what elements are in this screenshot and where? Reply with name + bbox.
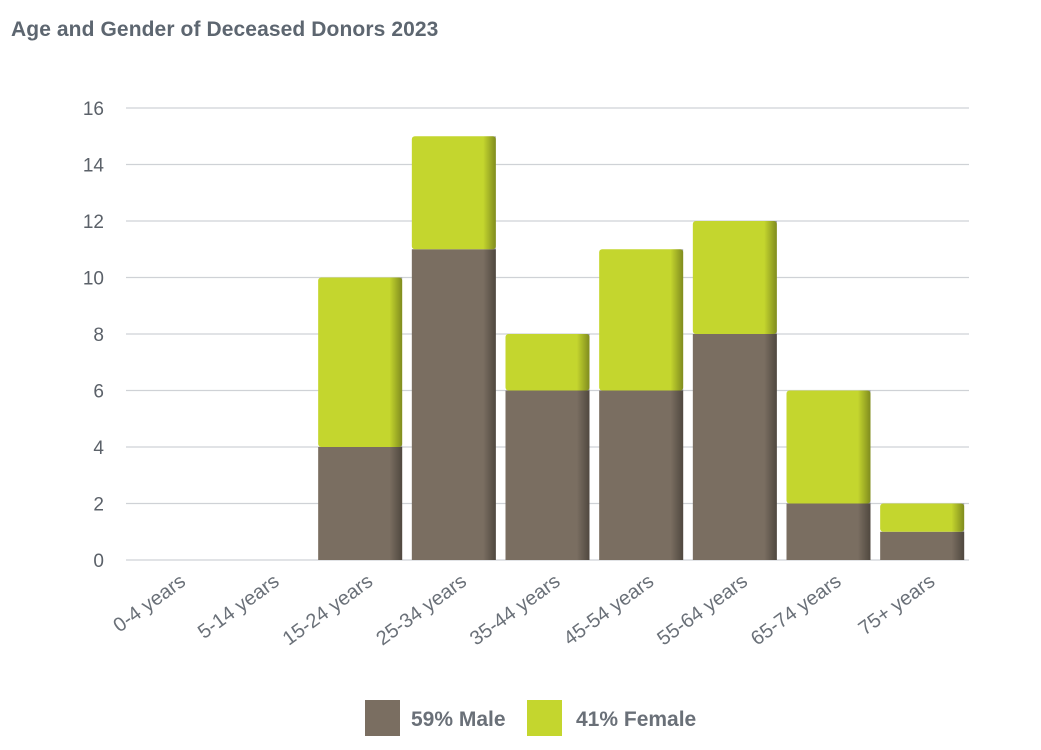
bar-shading: [505, 390, 590, 560]
legend: 59% Male 41% Female: [365, 700, 696, 736]
bar-shading: [505, 334, 590, 391]
legend-label-male: 59% Male: [411, 708, 506, 731]
bar-shading: [318, 277, 403, 447]
bars: [318, 136, 965, 560]
bar-shading: [411, 136, 496, 250]
bar-shading: [786, 503, 871, 560]
y-tick-label: 4: [93, 438, 104, 459]
legend-swatch-male: [365, 700, 400, 736]
x-tick-label: 15-24 years: [279, 570, 377, 650]
bar-shading: [692, 334, 777, 560]
y-tick-label: 12: [83, 212, 104, 233]
y-tick-label: 2: [93, 495, 104, 516]
y-tick-label: 14: [83, 156, 105, 177]
x-tick-label: 35-44 years: [466, 570, 564, 650]
legend-label-female: 41% Female: [576, 708, 696, 731]
legend-swatch-female: [527, 700, 562, 736]
y-axis-ticks: 0 2 4 6 8 10 12 14 16: [83, 99, 105, 572]
y-tick-label: 10: [83, 269, 104, 290]
x-tick-label: 55-64 years: [653, 570, 751, 650]
bar-shading: [880, 503, 965, 532]
x-tick-label: 65-74 years: [747, 570, 845, 650]
x-tick-label: 0-4 years: [109, 570, 189, 637]
bar-shading: [692, 221, 777, 334]
bar-shading: [880, 531, 965, 560]
bar-shading: [318, 447, 403, 560]
bar-shading: [411, 249, 496, 560]
bar-shading: [786, 390, 871, 504]
x-tick-label: 75+ years: [855, 570, 939, 640]
y-tick-label: 8: [93, 325, 104, 346]
y-tick-label: 6: [93, 382, 104, 403]
y-tick-label: 16: [83, 99, 104, 120]
y-tick-label: 0: [93, 551, 104, 572]
bar-shading: [599, 390, 684, 560]
x-tick-label: 25-34 years: [372, 570, 470, 650]
x-tick-label: 45-54 years: [560, 570, 658, 650]
x-tick-label: 5-14 years: [194, 570, 283, 643]
bar-shading: [599, 249, 684, 391]
chart-title: Age and Gender of Deceased Donors 2023: [11, 18, 439, 41]
